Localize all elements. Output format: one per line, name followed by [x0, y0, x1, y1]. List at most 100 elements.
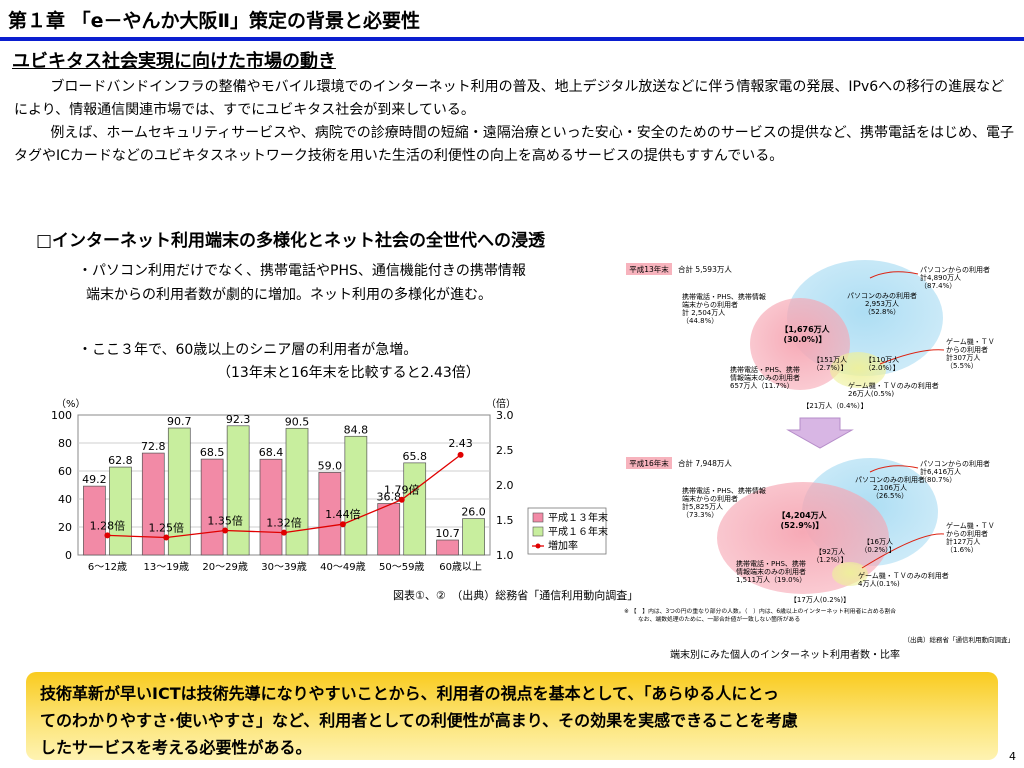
- overlap-mobile-game-label-line: （2.7%）】: [812, 364, 847, 372]
- bullet-2-line-2: （13年末と16年末を比較すると2.43倍）: [217, 365, 480, 381]
- bar-h16-label: 90.5: [285, 415, 310, 428]
- pc-only-label-line: 2,106万人: [873, 484, 907, 492]
- x-tick-label: 13～19歳: [144, 561, 189, 573]
- age-usage-chart: 0 20 40 60 80 100 1.0 1.5 2.0 2.5 3.0 （%） （倍） 49.262.…: [51, 397, 608, 573]
- game-only-label-line: ゲーム機・ＴＶのみの利用者: [858, 571, 949, 580]
- bar-h16-label: 84.8: [344, 423, 369, 436]
- overlap-pc-game-label-line: 【16万人: [863, 538, 893, 546]
- mobile-total-label-line: 端末からの利用者: [682, 300, 738, 309]
- mobile-only-label-line: 1,511万人（19.0%）: [736, 576, 806, 584]
- growth-rate-point: [398, 496, 405, 503]
- game-total-label-line: （1.6%）: [946, 546, 978, 554]
- overlap-mobile-game-label-line: 【92万人: [815, 548, 845, 556]
- game-total-label-line: ゲーム機・ＴＶ: [946, 521, 995, 530]
- legend-label-h13: 平成１３年末: [548, 511, 608, 524]
- growth-rate-point: [457, 451, 464, 458]
- game-total-arrow: [861, 533, 945, 569]
- y2-tick-label: 1.0: [496, 549, 514, 562]
- overlap-center-label: 【1,676万人(30.0%)】: [780, 324, 830, 344]
- game-total-label-line: ゲーム機・ＴＶ: [946, 337, 995, 346]
- mobile-only-label: 携帯電話・PHS、携帯情報端末のみの利用者 1,511万人（19.0%）: [736, 559, 806, 584]
- year-tag: 平成13年末: [629, 264, 669, 274]
- game-only-label-line: ゲーム機・ＴＶのみの利用者: [848, 381, 939, 390]
- growth-rate-point: [104, 532, 111, 539]
- x-tick-label: 20～29歳: [202, 561, 247, 573]
- bar-h16: [462, 518, 485, 556]
- growth-rate-label: 2.43: [448, 437, 473, 450]
- overlap-center-label-line: 【1,676万人: [780, 324, 830, 334]
- x-tick-label: 50～59歳: [379, 561, 424, 573]
- overlap-mobile-game-label-line: （1.2%）】: [812, 556, 847, 564]
- bar-h16-label: 26.0: [461, 506, 486, 519]
- bar-h16: [226, 425, 250, 556]
- mobile-total-label-line: 携帯電話・PHS、携帯情報: [682, 292, 766, 301]
- overlap-center-label-line: (52.9%)】: [780, 520, 823, 530]
- overlap-center-label-line: 【4,204万人: [777, 510, 827, 520]
- bar-h13-label: 49.2: [82, 473, 107, 486]
- mobile-total-label: 携帯電話・PHS、携帯情報端末からの利用者計5,825万人（73.3%）: [682, 486, 766, 519]
- pc-only-label-line: （26.5%）: [872, 492, 908, 500]
- pc-only-label: パソコンのみの利用者 2,953万人（52.8%）: [847, 291, 917, 316]
- year-tag: 平成16年末: [629, 458, 669, 468]
- game-tv-users-circle: [830, 352, 886, 388]
- bar-h13-label: 72.8: [141, 440, 166, 453]
- growth-rate-point: [163, 534, 170, 541]
- bar-h13: [259, 458, 283, 556]
- x-tick-label: 6～12歳: [88, 561, 127, 573]
- overlap-all-label: 【17万人(0.2%)】: [790, 596, 850, 604]
- y2-tick-label: 2.5: [496, 444, 514, 457]
- y-tick-label: 40: [58, 493, 72, 506]
- mobile-only-label-line: 情報端末のみの利用者: [736, 567, 806, 576]
- mobile-only-label-line: 携帯電話・PHS、携帯: [736, 559, 806, 568]
- game-total-label-line: からの利用者: [946, 345, 988, 354]
- overlap-mobile-game-label: 【151万人（2.7%）】: [812, 356, 847, 372]
- y-tick-label: 20: [58, 521, 72, 534]
- mobile-total-label-line: 携帯電話・PHS、携帯情報: [682, 486, 766, 495]
- page-number: 4: [1009, 750, 1016, 763]
- mobile-total-label-line: （73.3%）: [682, 511, 718, 519]
- pc-only-label: パソコンのみの利用者 2,106万人（26.5%）: [855, 475, 925, 500]
- callout-line-3: したサービスを考える必要性がある。: [40, 738, 312, 757]
- bullet-2-line-1: ・ここ３年で、60歳以上のシニア層の利用者が急増。: [78, 342, 418, 358]
- bar-h16-label: 65.8: [402, 450, 427, 463]
- overlap-pc-game-label-line: 【110万人: [865, 356, 899, 364]
- pc-total-arrow: [869, 271, 919, 279]
- venn-caption: 端末別にみた個人のインターネット利用者数・比率: [670, 650, 900, 661]
- game-total-label-line: 計307万人: [946, 353, 980, 362]
- bar-h13: [141, 452, 165, 556]
- bar-h16-label: 90.7: [167, 415, 192, 428]
- bar-h16-label: 92.3: [226, 413, 251, 426]
- y-tick-label: 100: [51, 409, 72, 422]
- mobile-only-label: 携帯電話・PHS、携帯情報端末のみの利用者 657万人（11.7%）: [730, 365, 800, 390]
- intro-text: ブロードバンドインフラの整備やモバイル環境でのインターネット利用の普及、地上デジ…: [14, 76, 1014, 168]
- y2-tick-label: 1.5: [496, 514, 514, 527]
- bar-h13-label: 68.4: [259, 446, 284, 459]
- section-title: ユビキタス社会実現に向けた市場の動き: [12, 51, 336, 72]
- game-only-label: ゲーム機・ＴＶのみの利用者 4万人(0.1%): [858, 571, 949, 588]
- game-total-label: ゲーム機・ＴＶからの利用者計127万人（1.6%）: [946, 521, 995, 554]
- venn-source: （出典）総務省「通信利用動向調査」: [904, 635, 1015, 644]
- bar-h16: [285, 427, 309, 556]
- chart-caption: 図表①、② （出典）総務省「通信利用動向調査」: [393, 589, 639, 602]
- legend-label-h16: 平成１６年末: [548, 525, 608, 538]
- pc-total-label-line: パソコンからの利用者: [920, 265, 990, 274]
- game-total-label-line: 計127万人: [946, 537, 980, 546]
- legend-swatch-h16: [532, 526, 544, 537]
- y2-tick-label: 3.0: [496, 409, 514, 422]
- bar-h13: [318, 472, 342, 556]
- pc-only-label-line: パソコンのみの利用者: [855, 475, 925, 484]
- year-tag-box: [626, 457, 672, 469]
- conclusion-callout: 技術革新が早いICTは技術先導になりやすいことから、利用者の視点を基本として、「…: [26, 672, 998, 760]
- bar-h13: [436, 539, 459, 556]
- bar-h13-label: 36.8: [376, 490, 401, 503]
- game-total-label-line: からの利用者: [946, 529, 988, 538]
- growth-rate-label: 1.28倍: [90, 518, 126, 532]
- growth-rate-point: [281, 529, 287, 536]
- mobile-only-label-line: 657万人（11.7%）: [730, 382, 794, 390]
- legend-swatch-h13: [532, 512, 544, 523]
- pc-total-label: パソコンからの利用者計6,416万人（80.7%）: [920, 459, 990, 484]
- bullet-1-line-1: ・パソコン利用だけでなく、携帯電話やPHS、通信機能付きの携帯情報: [78, 263, 526, 279]
- callout-line-1: 技術革新が早いICTは技術先導になりやすいことから、利用者の視点を基本として、「…: [40, 684, 779, 703]
- game-total-arrow: [879, 349, 945, 365]
- legend-point-growth: [535, 543, 541, 549]
